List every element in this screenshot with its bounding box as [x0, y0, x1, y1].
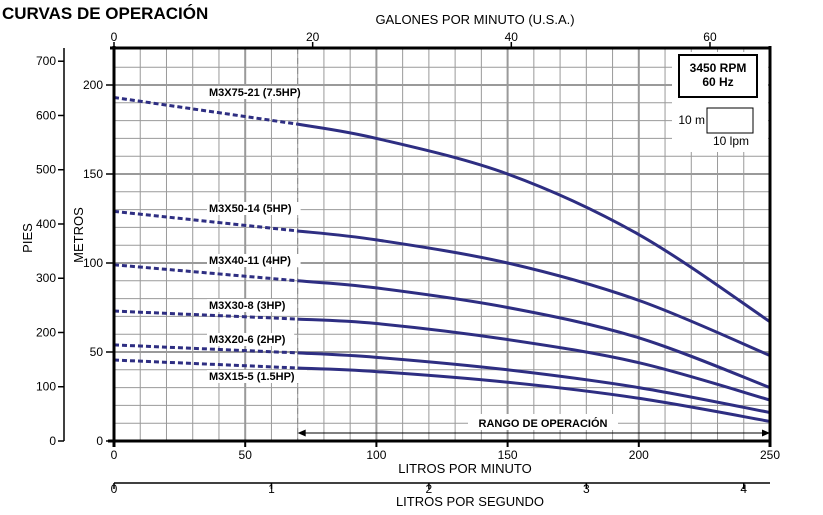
- top-tick-label: 20: [306, 30, 320, 44]
- feet-tick-label: 0: [49, 434, 56, 448]
- curve-label: M3X20-6 (2HP): [209, 334, 286, 346]
- y-tick-label: 0: [96, 434, 103, 448]
- feet-tick-label: 100: [36, 380, 56, 394]
- arrow-right-icon: [762, 429, 770, 437]
- y-tick-label: 150: [83, 167, 103, 181]
- scale-key-vertical: 10 m: [678, 113, 705, 127]
- curve-label: M3X15-5 (1.5HP): [209, 371, 295, 383]
- curve-label-bg: [207, 254, 301, 267]
- top-axis-label: GALONES POR MINUTO (U.S.A.): [375, 12, 574, 27]
- top-tick-label: 40: [505, 30, 519, 44]
- y-axis-secondary-label: PIES: [20, 223, 35, 253]
- curve-dashed-segment: [113, 309, 298, 321]
- curve-dashed-segment: [113, 95, 298, 126]
- curve-label: M3X40-11 (4HP): [209, 255, 291, 267]
- curve-line: [297, 317, 771, 402]
- curve-label-bg: [207, 202, 301, 215]
- curve-line: [297, 351, 771, 414]
- curve-label-bg: [207, 86, 314, 99]
- curve-dashed-segment: [113, 358, 298, 370]
- curve-label: M3X75-21 (7.5HP): [209, 87, 301, 99]
- lps-tick-label: 0: [111, 482, 118, 496]
- scale-key-label-bg: [676, 111, 706, 124]
- curve-dashed-segment: [113, 263, 298, 283]
- curve-line: [297, 279, 771, 390]
- rpm-text: 3450 RPM: [690, 61, 747, 75]
- x-axis-secondary-label: LITROS POR SEGUNDO: [396, 494, 544, 509]
- feet-tick-label: 500: [36, 163, 56, 177]
- x-tick-label: 250: [760, 448, 780, 462]
- arrow-left-icon: [297, 429, 306, 437]
- feet-tick-label: 300: [36, 271, 56, 285]
- curve-label-bg: [207, 370, 307, 383]
- x-tick-label: 200: [629, 448, 649, 462]
- x-tick-label: 150: [498, 448, 518, 462]
- curve-label: M3X50-14 (5HP): [209, 203, 292, 215]
- operating-range: RANGO DE OPERACIÓN: [297, 48, 770, 441]
- x-tick-label: 100: [366, 448, 386, 462]
- curve-labels: M3X75-21 (7.5HP) M3X50-14 (5HP) M3X40-11 (…: [207, 86, 314, 383]
- curves: [113, 95, 771, 423]
- feet-tick-label: 600: [36, 108, 56, 122]
- curve-label-bg: [207, 299, 295, 312]
- chart-title: CURVAS DE OPERACIÓN: [2, 4, 208, 23]
- lps-tick-label: 3: [583, 482, 590, 496]
- scale-key-box: [706, 107, 754, 134]
- y-tick-label: 100: [83, 256, 103, 270]
- curve-dashed-segment: [113, 209, 298, 233]
- curve-line: [297, 366, 771, 423]
- info-box-frame: [678, 54, 758, 98]
- curve-label-bg: [207, 333, 295, 346]
- x-tick-label: 50: [239, 448, 253, 462]
- curve-line: [297, 229, 771, 357]
- y-axis-label: METROS: [71, 207, 86, 263]
- y-tick-label: 50: [90, 345, 104, 359]
- lps-tick-label: 2: [426, 482, 433, 496]
- lps-tick-label: 1: [268, 482, 275, 496]
- axes: [63, 46, 772, 484]
- curve-dashed-segment: [113, 343, 298, 355]
- operating-range-label-bg: [468, 414, 618, 430]
- x-tick-label: 0: [111, 448, 118, 462]
- hz-text: 60 Hz: [702, 75, 733, 89]
- curve-label: M3X30-8 (3HP): [209, 300, 286, 312]
- lps-tick-label: 4: [740, 482, 747, 496]
- feet-tick-label: 400: [36, 217, 56, 231]
- scale-key: 10 m 10 lpm: [676, 107, 754, 148]
- y-tick-label: 200: [83, 78, 103, 92]
- x-axis-label: LITROS POR MINUTO: [398, 461, 531, 476]
- top-tick-label: 0: [111, 30, 118, 44]
- scale-key-label-bg2: [710, 134, 752, 147]
- curve-line: [297, 122, 771, 323]
- operating-range-label: RANGO DE OPERACIÓN: [479, 417, 608, 430]
- scale-key-horizontal: 10 lpm: [713, 134, 749, 148]
- feet-tick-label: 200: [36, 325, 56, 339]
- feet-tick-label: 700: [36, 54, 56, 68]
- info-box: 3450 RPM 60 Hz: [678, 54, 758, 98]
- top-tick-label: 60: [703, 30, 717, 44]
